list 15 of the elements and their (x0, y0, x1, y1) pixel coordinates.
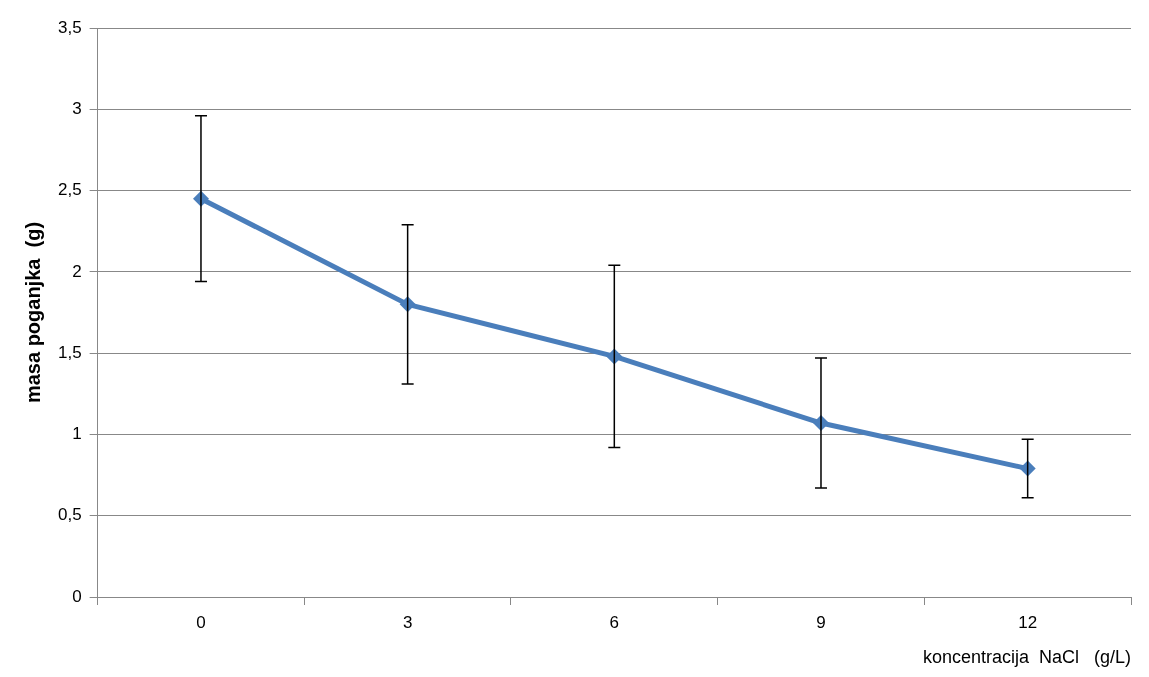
x-axis-title: koncentracija NaCl (g/L) (922, 647, 1131, 668)
y-tick-label: 3 (72, 98, 82, 118)
x-tick-label: 6 (609, 612, 620, 632)
x-tick-label: 12 (1018, 612, 1038, 632)
y-tick-label: 1 (72, 424, 82, 444)
y-tick-label: 1,5 (57, 342, 82, 362)
y-tick-label: 2,5 (57, 180, 82, 200)
y-tick-label: 2 (72, 261, 82, 281)
y-tick-label: 0,5 (57, 505, 82, 525)
y-tick-label: 3,5 (57, 17, 82, 37)
x-tick-label: 9 (816, 612, 826, 632)
y-tick-label: 0 (72, 586, 82, 606)
x-tick-label: 3 (402, 612, 413, 632)
y-axis-title: masa poganjka (g) (21, 221, 44, 404)
x-tick-label: 0 (196, 612, 206, 632)
